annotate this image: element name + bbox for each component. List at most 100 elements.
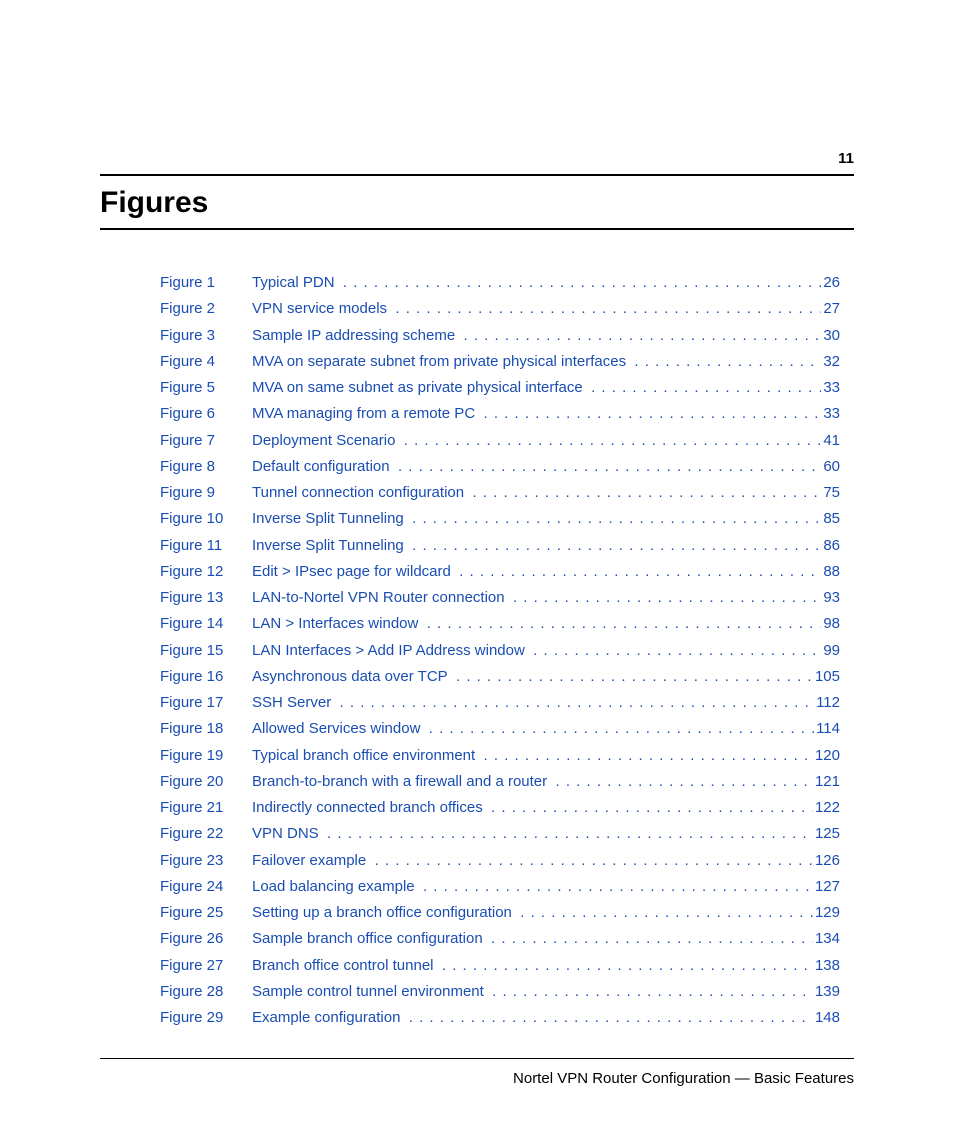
figure-label[interactable]: Figure 22 [160, 821, 252, 847]
figure-label[interactable]: Figure 20 [160, 769, 252, 795]
figure-page-number[interactable]: 33 [821, 375, 840, 401]
figure-entry[interactable]: Figure 3Sample IP addressing scheme30 [160, 323, 840, 349]
figure-entry[interactable]: Figure 16Asynchronous data over TCP 105 [160, 664, 840, 690]
figure-entry[interactable]: Figure 27Branch office control tunnel138 [160, 953, 840, 979]
figure-title[interactable]: LAN-to-Nortel VPN Router connection [252, 585, 513, 611]
figure-entry[interactable]: Figure 10Inverse Split Tunneling 85 [160, 506, 840, 532]
figure-entry[interactable]: Figure 23Failover example126 [160, 848, 840, 874]
figure-page-number[interactable]: 112 [814, 690, 840, 716]
figure-label[interactable]: Figure 19 [160, 743, 252, 769]
figure-entry[interactable]: Figure 26Sample branch office configurat… [160, 926, 840, 952]
figure-title[interactable]: Sample control tunnel environment [252, 979, 492, 1005]
figure-entry[interactable]: Figure 20Branch-to-branch with a firewal… [160, 769, 840, 795]
figure-page-number[interactable]: 105 [813, 664, 840, 690]
figure-page-number[interactable]: 148 [813, 1005, 840, 1031]
figure-page-number[interactable]: 41 [821, 428, 840, 454]
figure-page-number[interactable]: 85 [821, 506, 840, 532]
figure-title[interactable]: LAN > Interfaces window [252, 611, 427, 637]
figure-label[interactable]: Figure 26 [160, 926, 252, 952]
figure-title[interactable]: VPN service models [252, 296, 395, 322]
figure-title[interactable]: SSH Server [252, 690, 340, 716]
figure-page-number[interactable]: 127 [813, 874, 840, 900]
figure-title[interactable]: Failover example [252, 848, 375, 874]
figure-label[interactable]: Figure 9 [160, 480, 252, 506]
figure-title[interactable]: Inverse Split Tunneling [252, 533, 412, 559]
figure-entry[interactable]: Figure 18Allowed Services window 114 [160, 716, 840, 742]
figure-page-number[interactable]: 27 [821, 296, 840, 322]
figure-label[interactable]: Figure 7 [160, 428, 252, 454]
figure-page-number[interactable]: 138 [813, 953, 840, 979]
figure-page-number[interactable]: 129 [813, 900, 840, 926]
figure-entry[interactable]: Figure 15LAN Interfaces > Add IP Address… [160, 638, 840, 664]
figure-entry[interactable]: Figure 12Edit > IPsec page for wildcard8… [160, 559, 840, 585]
figure-title[interactable]: Asynchronous data over TCP [252, 664, 456, 690]
figure-label[interactable]: Figure 8 [160, 454, 252, 480]
figure-entry[interactable]: Figure 22VPN DNS125 [160, 821, 840, 847]
figure-title[interactable]: Indirectly connected branch offices [252, 795, 491, 821]
figure-entry[interactable]: Figure 9Tunnel connection configuration 7… [160, 480, 840, 506]
figure-page-number[interactable]: 98 [821, 611, 840, 637]
figure-title[interactable]: Default configuration [252, 454, 398, 480]
figure-label[interactable]: Figure 4 [160, 349, 252, 375]
figure-label[interactable]: Figure 27 [160, 953, 252, 979]
figure-label[interactable]: Figure 6 [160, 401, 252, 427]
figure-label[interactable]: Figure 16 [160, 664, 252, 690]
figure-entry[interactable]: Figure 1Typical PDN 26 [160, 270, 840, 296]
figure-page-number[interactable]: 122 [813, 795, 840, 821]
figure-entry[interactable]: Figure 2VPN service models 27 [160, 296, 840, 322]
figure-label[interactable]: Figure 24 [160, 874, 252, 900]
figure-label[interactable]: Figure 2 [160, 296, 252, 322]
figure-title[interactable]: Inverse Split Tunneling [252, 506, 412, 532]
figure-label[interactable]: Figure 28 [160, 979, 252, 1005]
figure-page-number[interactable]: 134 [813, 926, 840, 952]
figure-title[interactable]: Typical branch office environment [252, 743, 484, 769]
figure-label[interactable]: Figure 15 [160, 638, 252, 664]
figure-title[interactable]: Example configuration [252, 1005, 409, 1031]
figure-entry[interactable]: Figure 11Inverse Split Tunneling86 [160, 533, 840, 559]
figure-page-number[interactable]: 93 [821, 585, 840, 611]
figure-entry[interactable]: Figure 7Deployment Scenario 41 [160, 428, 840, 454]
figure-label[interactable]: Figure 14 [160, 611, 252, 637]
figure-label[interactable]: Figure 17 [160, 690, 252, 716]
figure-page-number[interactable]: 139 [813, 979, 840, 1005]
figure-title[interactable]: Branch-to-branch with a firewall and a r… [252, 769, 556, 795]
figure-label[interactable]: Figure 21 [160, 795, 252, 821]
figure-title[interactable]: VPN DNS [252, 821, 327, 847]
figure-title[interactable]: MVA on separate subnet from private phys… [252, 349, 634, 375]
figure-label[interactable]: Figure 29 [160, 1005, 252, 1031]
figure-page-number[interactable]: 99 [821, 638, 840, 664]
figure-page-number[interactable]: 26 [821, 270, 840, 296]
figure-title[interactable]: Tunnel connection configuration [252, 480, 472, 506]
figure-page-number[interactable]: 88 [821, 559, 840, 585]
figure-label[interactable]: Figure 11 [160, 533, 252, 559]
figure-label[interactable]: Figure 13 [160, 585, 252, 611]
figure-page-number[interactable]: 32 [821, 349, 840, 375]
figure-label[interactable]: Figure 10 [160, 506, 252, 532]
figure-title[interactable]: Allowed Services window [252, 716, 429, 742]
figure-title[interactable]: Setting up a branch office configuration [252, 900, 520, 926]
figure-page-number[interactable]: 33 [821, 401, 840, 427]
figure-page-number[interactable]: 60 [821, 454, 840, 480]
figure-entry[interactable]: Figure 29Example configuration 148 [160, 1005, 840, 1031]
figure-page-number[interactable]: 114 [814, 716, 840, 742]
figure-title[interactable]: Sample IP addressing scheme [252, 323, 464, 349]
figure-entry[interactable]: Figure 5MVA on same subnet as private ph… [160, 375, 840, 401]
figure-page-number[interactable]: 30 [821, 323, 840, 349]
figure-title[interactable]: Typical PDN [252, 270, 343, 296]
figure-title[interactable]: MVA on same subnet as private physical i… [252, 375, 591, 401]
figure-label[interactable]: Figure 5 [160, 375, 252, 401]
figure-page-number[interactable]: 75 [821, 480, 840, 506]
figure-entry[interactable]: Figure 25Setting up a branch office conf… [160, 900, 840, 926]
figure-title[interactable]: Load balancing example [252, 874, 423, 900]
figure-title[interactable]: MVA managing from a remote PC [252, 401, 484, 427]
figure-entry[interactable]: Figure 17SSH Server 112 [160, 690, 840, 716]
figure-label[interactable]: Figure 25 [160, 900, 252, 926]
figure-title[interactable]: Deployment Scenario [252, 428, 404, 454]
figure-entry[interactable]: Figure 21Indirectly connected branch off… [160, 795, 840, 821]
figure-title[interactable]: Sample branch office configuration [252, 926, 491, 952]
figure-label[interactable]: Figure 1 [160, 270, 252, 296]
figure-entry[interactable]: Figure 6MVA managing from a remote PC 33 [160, 401, 840, 427]
figure-label[interactable]: Figure 18 [160, 716, 252, 742]
figure-title[interactable]: LAN Interfaces > Add IP Address window [252, 638, 533, 664]
figure-entry[interactable]: Figure 28Sample control tunnel environme… [160, 979, 840, 1005]
